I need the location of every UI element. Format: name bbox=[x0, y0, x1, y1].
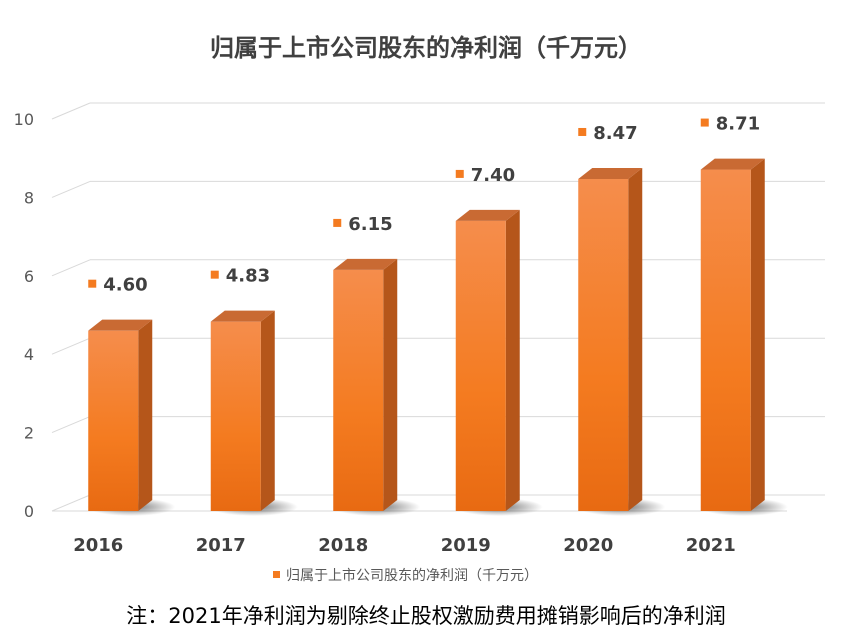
x-tick-label: 2021 bbox=[686, 535, 736, 556]
bar-front bbox=[210, 321, 261, 511]
bar-side bbox=[138, 319, 153, 511]
data-label-marker bbox=[700, 118, 709, 127]
bar-2019 bbox=[454, 209, 543, 516]
data-label-marker bbox=[88, 279, 97, 288]
y-axis-ticks: 0 2 4 6 8 10 bbox=[14, 110, 34, 521]
gridline bbox=[51, 259, 91, 277]
bar-2018 bbox=[332, 258, 421, 516]
bar-side bbox=[628, 167, 643, 511]
bar-top bbox=[210, 310, 275, 322]
y-tick-label: 10 bbox=[14, 110, 34, 129]
y-tick-label: 6 bbox=[24, 267, 34, 286]
gridline bbox=[51, 416, 91, 434]
footnote: 注：2021年净利润为剔除终止股权激励费用摊销影响后的净利润 bbox=[126, 604, 726, 628]
legend-marker bbox=[273, 571, 280, 578]
data-label: 7.40 bbox=[471, 165, 515, 186]
bar-top bbox=[88, 319, 153, 331]
bar-top bbox=[455, 209, 520, 221]
data-labels: 4.60 4.83 6.15 7.40 8.47 8.71 bbox=[88, 114, 760, 296]
bar-2020 bbox=[577, 167, 666, 516]
bar-side bbox=[260, 310, 275, 511]
bar-top bbox=[578, 167, 643, 179]
bar-front bbox=[700, 169, 751, 511]
gridline bbox=[51, 494, 91, 512]
data-label: 8.47 bbox=[593, 123, 637, 144]
x-tick-label: 2018 bbox=[318, 535, 368, 556]
bar-front bbox=[578, 178, 629, 511]
data-label: 4.60 bbox=[103, 275, 147, 296]
bar-side bbox=[750, 158, 765, 511]
x-tick-label: 2019 bbox=[441, 535, 491, 556]
bar-2016 bbox=[87, 319, 176, 516]
bar-2021 bbox=[699, 158, 788, 516]
data-label-marker bbox=[210, 270, 219, 279]
bar-front bbox=[88, 330, 139, 511]
data-label: 6.15 bbox=[348, 214, 392, 235]
data-label: 4.83 bbox=[226, 266, 270, 287]
data-label-marker bbox=[578, 127, 587, 136]
y-tick-label: 8 bbox=[24, 188, 34, 207]
data-label: 8.71 bbox=[716, 114, 760, 135]
x-tick-label: 2016 bbox=[73, 535, 123, 556]
bar-top bbox=[333, 258, 398, 270]
y-tick-label: 4 bbox=[24, 345, 34, 364]
gridline bbox=[51, 337, 91, 355]
data-label-marker bbox=[333, 218, 342, 227]
bar-side bbox=[383, 258, 398, 511]
y-tick-label: 2 bbox=[24, 424, 34, 443]
gridline bbox=[51, 180, 91, 198]
bars bbox=[87, 158, 788, 516]
y-tick-label: 0 bbox=[24, 502, 34, 521]
x-axis-ticks: 2016 2017 2018 2019 2020 2021 bbox=[73, 535, 736, 556]
legend: 归属于上市公司股东的净利润（千万元） bbox=[273, 567, 538, 584]
x-tick-label: 2020 bbox=[563, 535, 613, 556]
x-tick-label: 2017 bbox=[196, 535, 246, 556]
bar-front bbox=[455, 220, 506, 512]
bar-side bbox=[505, 209, 520, 512]
bar-front bbox=[333, 269, 384, 511]
gridline bbox=[51, 102, 91, 120]
data-label-marker bbox=[455, 169, 464, 178]
legend-label: 归属于上市公司股东的净利润（千万元） bbox=[286, 567, 538, 584]
chart-title: 归属于上市公司股东的净利润（千万元） bbox=[210, 34, 642, 62]
bar-2017 bbox=[209, 310, 298, 516]
bar-top bbox=[700, 158, 765, 170]
